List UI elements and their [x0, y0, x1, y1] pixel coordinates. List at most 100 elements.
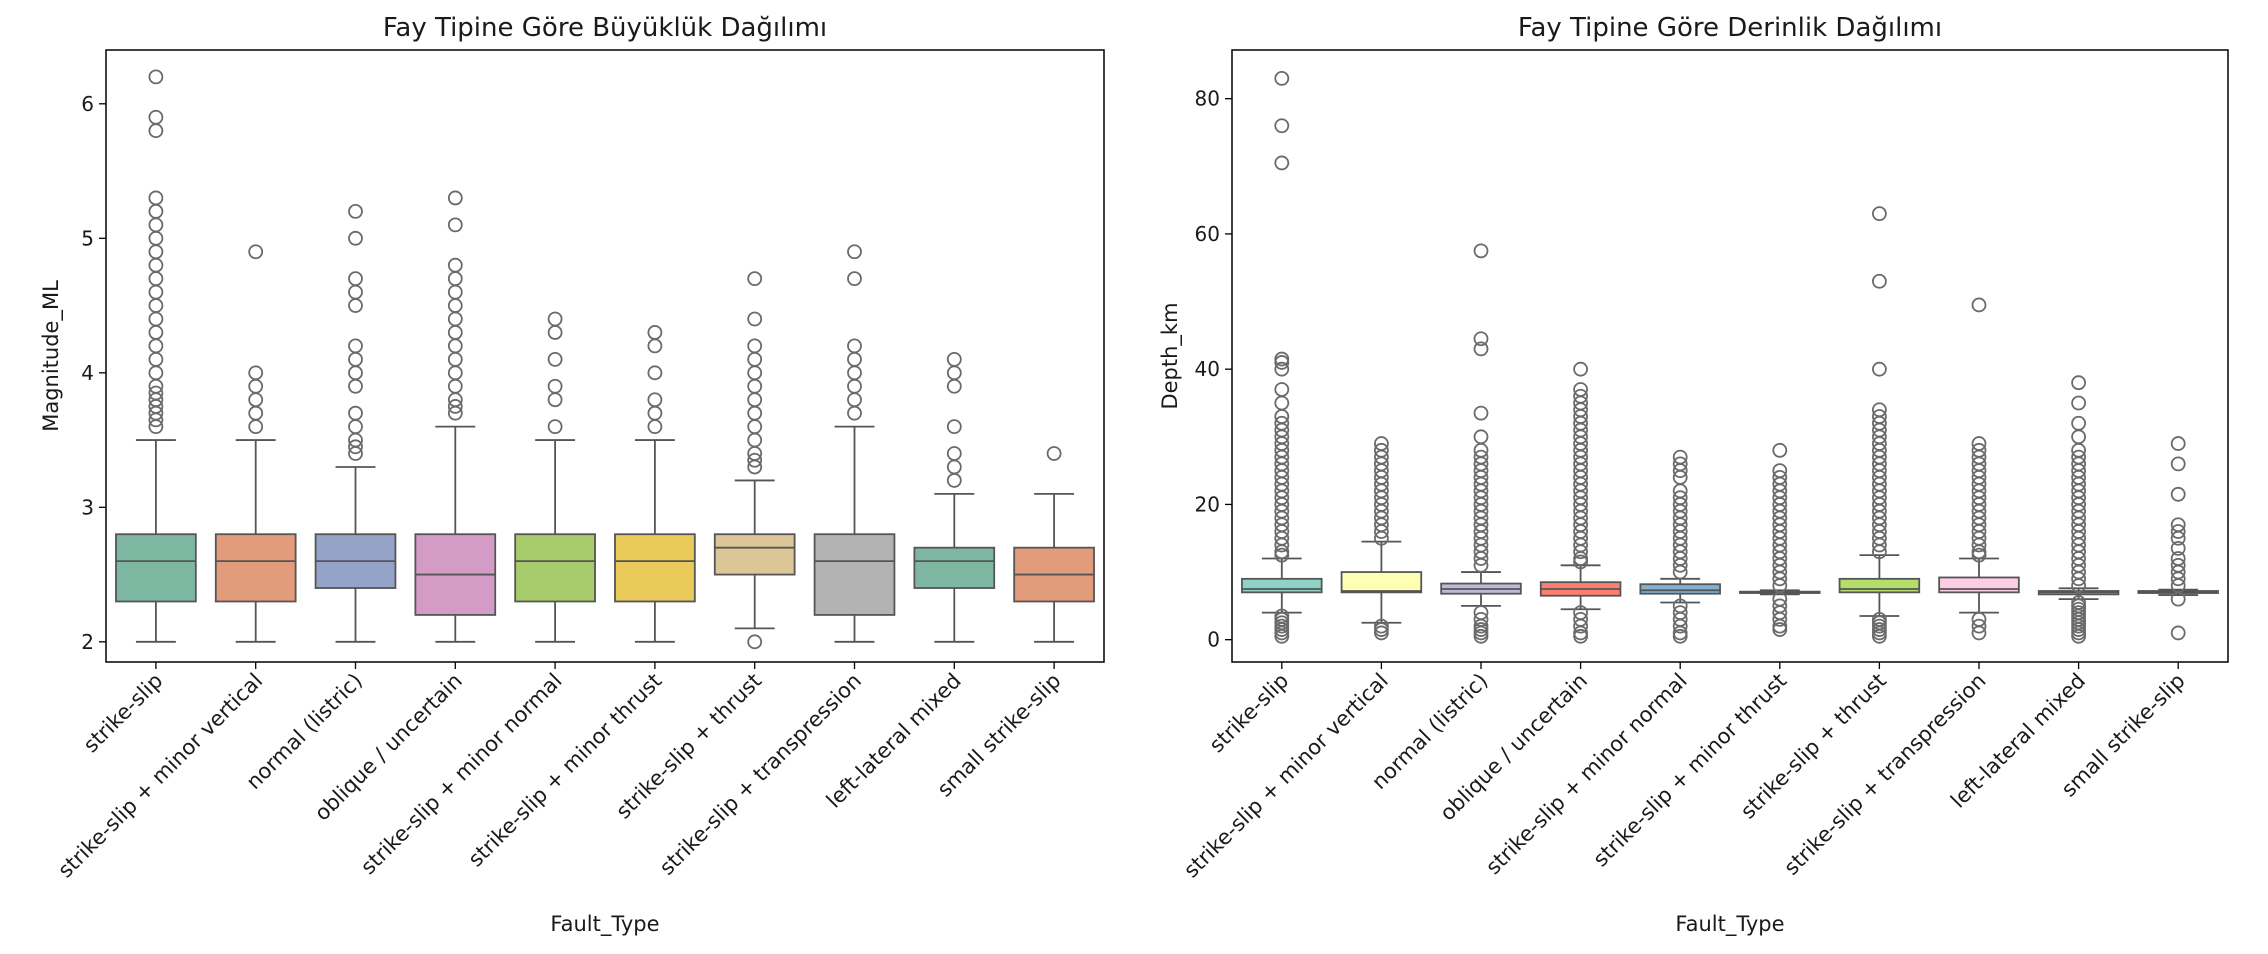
outlier-point — [1473, 243, 1489, 259]
x-tick-label: strike-slip + minor normal — [1481, 669, 1692, 880]
box-1 — [214, 244, 297, 643]
outlier-point — [547, 392, 563, 408]
outlier-point — [348, 405, 363, 421]
box-3 — [414, 190, 497, 643]
chart-title: Fay Tipine Göre Derinlik Dağılımı — [1518, 13, 1942, 43]
outlier-point — [1274, 608, 1290, 624]
iqr-box — [713, 533, 796, 576]
outlier-point — [2071, 449, 2087, 465]
outlier-point — [148, 244, 164, 260]
outlier-point — [747, 392, 763, 408]
outlier-point — [647, 419, 663, 435]
outlier-point — [148, 123, 164, 139]
outlier-point — [348, 439, 363, 455]
outlier-point — [547, 351, 563, 367]
outlier-point — [148, 217, 164, 233]
box-6 — [713, 271, 796, 650]
outlier-point — [1473, 341, 1489, 357]
iqr-box — [514, 533, 596, 603]
outlier-point — [1971, 436, 1987, 451]
outlier-point — [2071, 395, 2087, 411]
iqr-box — [1340, 571, 1423, 594]
box-1 — [1340, 436, 1423, 641]
outlier-point — [647, 405, 663, 421]
outlier-point — [1872, 206, 1887, 222]
outlier-point — [1473, 405, 1489, 421]
x-tick-label: strike-slip + minor thrust — [1588, 669, 1791, 872]
outlier-point — [847, 271, 862, 287]
outlier-point — [447, 311, 463, 327]
iqr-box — [115, 533, 197, 603]
outlier-point — [148, 109, 164, 125]
outlier-point — [348, 365, 363, 381]
outlier-point — [1872, 402, 1887, 418]
outlier-point — [747, 311, 763, 327]
outlier-point — [747, 452, 763, 468]
outlier-point — [148, 311, 164, 327]
x-axis-label: Fault_Type — [550, 912, 659, 937]
outlier-point — [148, 325, 164, 340]
iqr-box — [913, 546, 996, 589]
outlier-point — [447, 217, 463, 233]
outlier-point — [2170, 486, 2186, 502]
y-tick-label: 0 — [1207, 628, 1220, 652]
outlier-point — [1772, 442, 1788, 458]
outlier-point — [1772, 469, 1788, 485]
iqr-box — [1838, 577, 1921, 594]
outlier-point — [447, 284, 463, 300]
y-axis-label: Depth_km — [1158, 302, 1183, 409]
x-tick-label: strike-slip — [1205, 669, 1294, 758]
outlier-point — [348, 338, 363, 354]
outlier-point — [2071, 429, 2087, 445]
x-tick-label: strike-slip + transpression — [655, 669, 866, 880]
outlier-point — [1971, 611, 1987, 627]
outlier-point — [747, 378, 763, 394]
plot-area-frame — [1231, 49, 2229, 663]
outlier-point — [1672, 456, 1688, 472]
outlier-point — [447, 298, 463, 313]
box-4 — [1639, 449, 1721, 644]
x-tick-label: strike-slip + transpression — [1779, 669, 1990, 880]
y-tick-label: 20 — [1195, 492, 1220, 516]
box-8 — [2037, 375, 2120, 644]
y-tick-label: 60 — [1195, 222, 1220, 246]
outlier-point — [1046, 446, 1062, 461]
outlier-point — [447, 338, 463, 354]
outlier-point — [148, 271, 164, 287]
outlier-point — [1971, 297, 1987, 313]
outlier-point — [2170, 517, 2186, 533]
outlier-point — [1473, 605, 1489, 621]
outlier-point — [248, 405, 264, 421]
outlier-point — [647, 392, 663, 408]
outlier-point — [1971, 442, 1987, 458]
outlier-point — [447, 365, 463, 381]
outlier-point — [847, 405, 862, 421]
outlier-point — [547, 378, 563, 394]
outlier-point — [946, 419, 962, 435]
outlier-point — [447, 257, 463, 273]
outlier-point — [847, 351, 862, 367]
outlier-point — [647, 365, 663, 381]
outlier-point — [248, 378, 264, 394]
x-tick-label: strike-slip + minor vertical — [1179, 669, 1393, 883]
y-tick-label: 6 — [81, 92, 94, 116]
y-tick-label: 40 — [1195, 357, 1220, 381]
outlier-point — [2170, 551, 2186, 566]
outlier-point — [946, 446, 962, 461]
outlier-point — [1971, 618, 1987, 634]
outlier-point — [946, 351, 962, 367]
outlier-point — [1374, 436, 1389, 451]
outlier-point — [647, 325, 663, 340]
outlier-point — [148, 385, 164, 401]
outlier-point — [1573, 382, 1588, 397]
outlier-point — [2170, 456, 2186, 472]
outlier-point — [348, 230, 363, 246]
outlier-point — [1274, 382, 1290, 397]
y-tick-label: 2 — [81, 630, 94, 654]
outlier-point — [348, 204, 363, 219]
outlier-point — [2170, 625, 2186, 641]
iqr-box — [614, 533, 696, 603]
iqr-box — [1241, 577, 1323, 594]
outlier-point — [1473, 449, 1489, 465]
x-tick-label: strike-slip + minor vertical — [53, 669, 267, 883]
